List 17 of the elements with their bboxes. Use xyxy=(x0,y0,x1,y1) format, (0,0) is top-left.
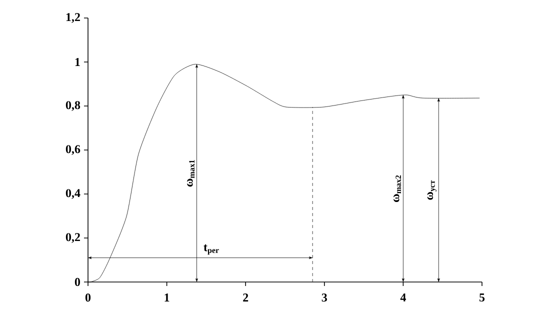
x-tick-label: 3 xyxy=(322,294,327,302)
text: ω$_{уст}$ xyxy=(427,180,436,200)
text: ω$_{max2}$ xyxy=(393,175,401,202)
y-tick-label: 1 xyxy=(75,58,80,66)
x-tick-label: 4 xyxy=(400,294,406,302)
x-tick-label: 5 xyxy=(479,294,485,302)
y-tick-label: 0 xyxy=(74,278,80,286)
x-tick-label: 2 xyxy=(243,294,248,302)
y-tick-label: 0,4 xyxy=(66,189,80,199)
y-tick-label: 0,2 xyxy=(66,233,80,243)
y-tick-label: 0,6 xyxy=(66,145,80,155)
x-tick-label: 0 xyxy=(85,294,91,302)
y-tick-label: 0,8 xyxy=(66,101,80,111)
series-label: t$_{per}$ xyxy=(204,244,219,255)
text: ω$_{max1}$ xyxy=(187,160,195,187)
y-tick-label: 1,2 xyxy=(66,13,80,23)
x-tick-label: 1 xyxy=(164,294,170,302)
